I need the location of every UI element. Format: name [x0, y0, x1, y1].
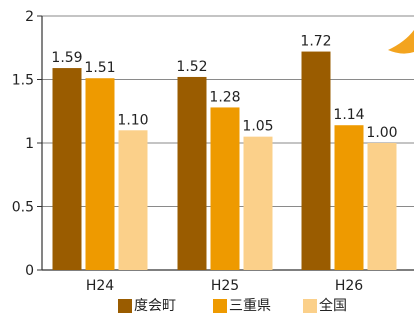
legend-label-2: 全国: [319, 298, 347, 314]
value-labels: 1.591.51 1.10 1.521.281.05 1.72 1.141.00: [51, 34, 397, 141]
value-label-H25-1: 1.28: [209, 89, 240, 105]
bar-H24-1: [85, 78, 115, 270]
value-label-H25-2: 1.05: [242, 119, 273, 135]
bar-H26-2: [367, 143, 397, 270]
bar-H24-0: [52, 68, 82, 270]
value-label-H26-0: 1.72: [300, 34, 331, 50]
category-label-H24: H24: [86, 278, 114, 292]
bar-H25-2: [243, 136, 273, 270]
y-tick-label: 0.5: [12, 200, 34, 216]
bar-H25-0: [177, 76, 207, 271]
x-axis: H24 H25 H26: [86, 278, 363, 292]
legend-label-0: 度会町: [134, 298, 176, 314]
category-label-H26: H26: [335, 278, 363, 292]
corner-decoration: [388, 30, 414, 54]
y-tick-label: 1: [25, 136, 34, 152]
bar-H25-1: [210, 107, 240, 270]
y-tick-label: 0: [25, 263, 34, 279]
legend-label-1: 三重県: [229, 298, 271, 314]
legend: 度会町 三重県 全国: [0, 292, 414, 320]
value-label-H24-2: 1.10: [117, 112, 148, 128]
legend-swatch-2: [303, 299, 317, 313]
legend-item-1: 三重県: [213, 296, 271, 316]
bar-H26-1: [334, 125, 364, 270]
bar-H26-0: [301, 51, 331, 271]
legend-item-2: 全国: [303, 296, 347, 316]
bars: [52, 51, 397, 271]
value-label-H26-1: 1.14: [333, 107, 364, 123]
value-label-H24-1: 1.51: [84, 60, 115, 76]
bar-chart: 00.511.52 1.591.511.101.521.281.051.721.…: [12, 9, 414, 292]
legend-item-0: 度会町: [118, 296, 176, 316]
legend-swatch-1: [213, 299, 227, 313]
legend-swatch-0: [118, 299, 132, 313]
value-label-H24-0: 1.59: [51, 50, 82, 66]
value-label-H25-0: 1.52: [176, 59, 207, 75]
y-tick-label: 1.5: [12, 73, 34, 89]
value-label-H26-2: 1.00: [366, 125, 397, 141]
category-label-H25: H25: [211, 278, 239, 292]
y-tick-label: 2: [25, 9, 34, 25]
bar-H24-2: [118, 130, 148, 270]
